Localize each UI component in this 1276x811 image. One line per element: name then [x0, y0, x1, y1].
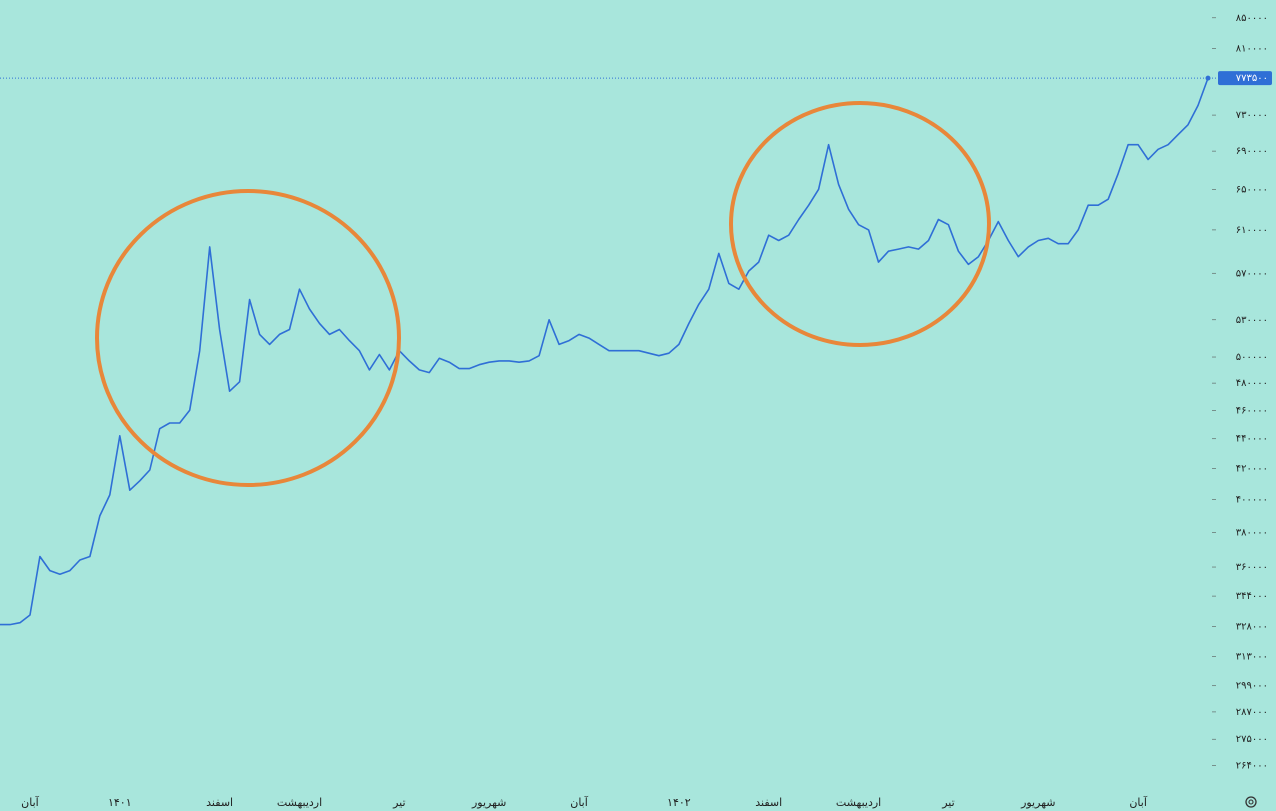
- price-line: [0, 77, 1209, 626]
- x-tick-label: آبان: [1129, 795, 1147, 809]
- x-tick-label: اسفند: [755, 796, 782, 809]
- y-tick-label: ۴۰۰۰۰۰: [1236, 495, 1268, 506]
- y-tick-label: ۲۶۴۰۰۰: [1236, 760, 1268, 771]
- x-tick-label: شهریور: [1020, 796, 1055, 809]
- x-tick-label: ۱۴۰۱: [108, 796, 132, 809]
- y-tick-label: ۸۱۰۰۰۰: [1236, 44, 1268, 55]
- y-tick-label: ۲۸۷۰۰۰: [1236, 707, 1268, 718]
- x-tick-label: ۱۴۰۲: [667, 796, 691, 809]
- y-tick-label: ۳۶۰۰۰۰: [1236, 562, 1268, 573]
- y-tick-label: ۴۲۰۰۰۰: [1236, 463, 1268, 474]
- y-tick-label: ۴۸۰۰۰۰: [1236, 378, 1268, 389]
- y-tick-label: ۶۱۰۰۰۰: [1236, 225, 1268, 236]
- x-tick-label: اردیبهشت: [836, 796, 881, 809]
- y-tick-label: ۶۵۰۰۰۰: [1236, 184, 1268, 195]
- current-price-box: [1218, 71, 1272, 86]
- y-tick-label: ۶۹۰۰۰۰: [1236, 146, 1268, 157]
- y-tick-label: ۳۱۳۰۰۰: [1236, 651, 1268, 662]
- settings-icon-center: [1248, 799, 1254, 805]
- y-tick-label: ۲۹۹۰۰۰: [1236, 681, 1268, 692]
- y-tick-label: ۸۵۰۰۰۰: [1236, 13, 1268, 24]
- highlight-circle: [729, 101, 991, 347]
- y-tick-label: ۳۸۰۰۰۰: [1236, 527, 1268, 538]
- current-price-label: ۷۷۳۵۰۰: [1236, 73, 1268, 84]
- x-tick-label: آبان: [21, 795, 39, 809]
- x-tick-label: شهریور: [471, 796, 506, 809]
- y-tick-label: ۵۷۰۰۰۰: [1236, 268, 1268, 279]
- x-tick-label: آبان: [570, 795, 588, 809]
- y-tick-label: ۵۳۰۰۰۰: [1236, 315, 1268, 326]
- settings-icon[interactable]: [1245, 796, 1257, 808]
- y-tick-label: ۳۴۴۰۰۰: [1236, 591, 1268, 602]
- last-point: [1205, 75, 1211, 81]
- y-tick-label: ۲۷۵۰۰۰: [1236, 734, 1268, 745]
- x-tick-label: تیر: [941, 796, 954, 809]
- y-tick-label: ۴۴۰۰۰۰: [1236, 434, 1268, 445]
- y-tick-label: ۴۶۰۰۰۰: [1236, 405, 1268, 416]
- x-tick-label: تیر: [392, 796, 405, 809]
- x-tick-label: اسفند: [206, 796, 233, 809]
- y-tick-label: ۷۳۰۰۰۰: [1236, 110, 1268, 121]
- highlight-circle: [95, 189, 401, 487]
- y-tick-label: ۵۰۰۰۰۰: [1236, 352, 1268, 363]
- plot: ۸۵۰۰۰۰ ۸۱۰۰۰۰ ۷۳۰۰۰۰ ۶۹۰۰۰۰ ۶۵۰۰۰۰ ۶۱۰۰۰۰ ۵۷۰۰…: [0, 13, 1272, 809]
- y-tick-label: ۳۲۸۰۰۰: [1236, 622, 1268, 633]
- x-tick-label: اردیبهشت: [277, 796, 322, 809]
